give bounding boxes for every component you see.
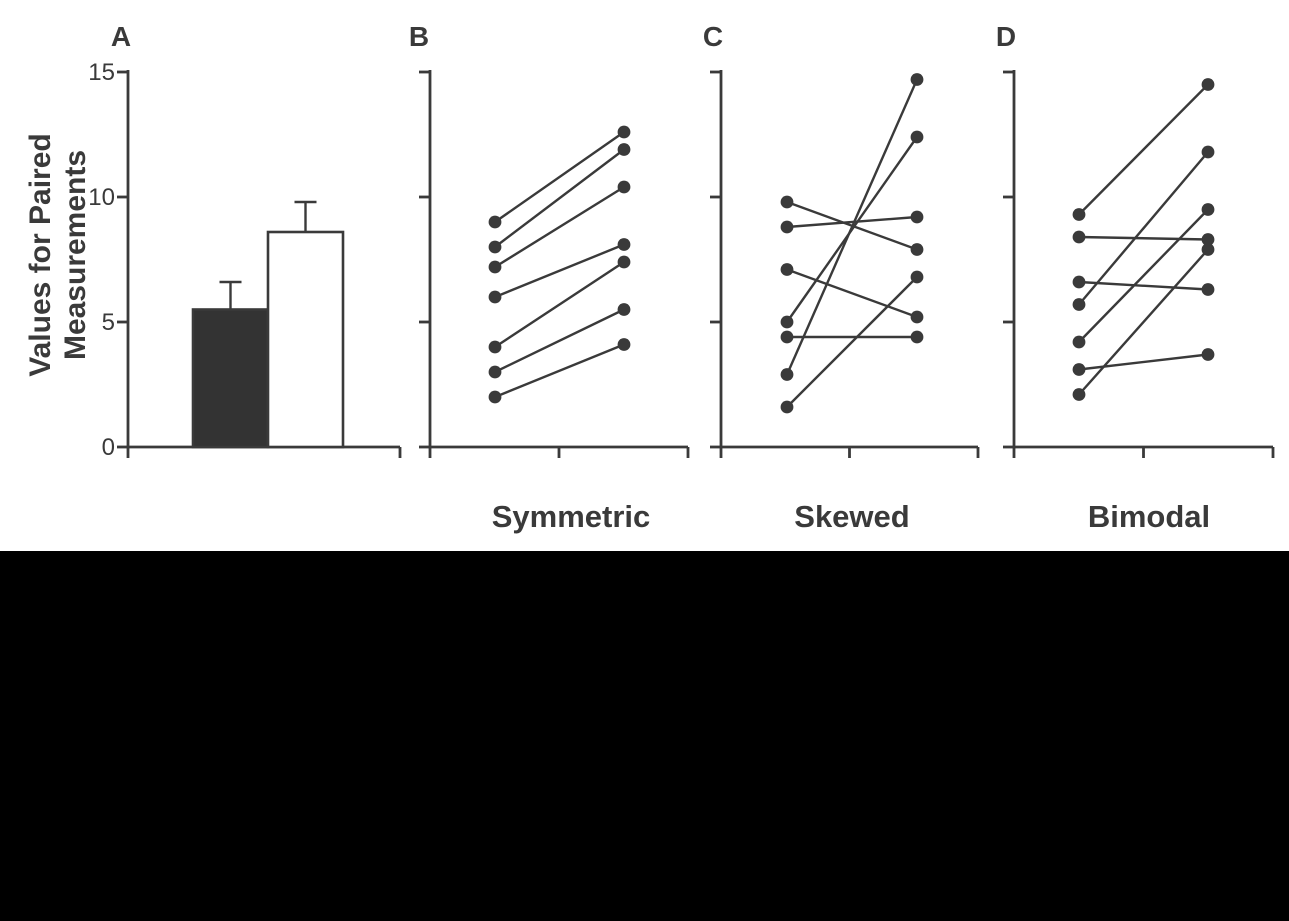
data-point-first — [780, 195, 794, 209]
y-tick-label: 15 — [88, 59, 115, 86]
data-point-first — [1072, 275, 1086, 289]
x-label-bimodal: Bimodal — [1087, 499, 1211, 534]
figure-canvas: 0 5 10 15 — [88, 59, 1275, 461]
pair-line — [786, 268, 918, 319]
pair-line — [1078, 353, 1209, 371]
panel-d-letter: D — [995, 21, 1017, 52]
data-point-second — [1201, 243, 1215, 256]
data-point-first — [488, 365, 502, 379]
data-point-first — [1072, 208, 1086, 221]
panel-c — [710, 70, 980, 458]
data-point-first — [1072, 363, 1086, 376]
pair-line — [494, 343, 625, 399]
data-point-second — [1201, 203, 1215, 216]
pair-line — [494, 260, 625, 349]
data-point-second — [617, 143, 631, 156]
pair-line — [786, 215, 918, 229]
data-point-first — [488, 390, 502, 404]
data-point-first — [1072, 298, 1086, 311]
data-point-second — [617, 255, 631, 269]
data-point-second — [617, 338, 631, 351]
bar-open-bar — [266, 230, 345, 449]
data-point-second — [910, 210, 924, 224]
pair-line — [1078, 208, 1209, 343]
data-point-second — [1201, 233, 1215, 246]
bottom-black-band — [0, 551, 1289, 921]
pair-line — [1078, 235, 1209, 241]
bar-filled-bar — [191, 308, 270, 449]
data-point-second — [617, 303, 631, 316]
data-point-second — [1201, 78, 1215, 91]
pair-line — [1078, 280, 1209, 291]
data-point-second — [910, 270, 924, 284]
x-label-symmetric: Symmetric — [491, 499, 651, 534]
panel-b — [419, 70, 690, 458]
data-point-first — [1072, 230, 1086, 244]
data-point-second — [1201, 283, 1215, 296]
plot-area: 0 5 10 15 Values for Paired Measurements A … — [18, 21, 1275, 534]
data-point-first — [780, 368, 794, 381]
pair-line — [494, 185, 625, 269]
data-point-first — [1072, 388, 1086, 401]
y-axis-title: Values for Paired Measurements — [18, 75, 98, 435]
panel-c-letter: C — [702, 21, 724, 52]
data-point-second — [1201, 348, 1215, 361]
data-point-first — [488, 215, 502, 229]
pair-line — [786, 276, 918, 408]
data-point-second — [617, 238, 631, 251]
data-point-second — [910, 73, 924, 86]
pair-line — [785, 79, 919, 375]
data-point-first — [780, 315, 794, 329]
data-point-first — [488, 290, 502, 304]
data-point-second — [910, 330, 924, 344]
data-point-first — [488, 340, 502, 354]
data-point-first — [780, 220, 794, 234]
data-point-second — [910, 310, 924, 324]
data-point-first — [780, 400, 794, 414]
y-axis-title-line2: Measurements — [59, 149, 92, 361]
y-tick-label: 10 — [88, 184, 115, 211]
pair-line — [494, 131, 625, 223]
data-point-second — [910, 243, 924, 256]
pair-line — [1078, 83, 1209, 216]
x-label-skewed: Skewed — [794, 499, 910, 534]
pair-line — [1078, 151, 1209, 306]
data-point-second — [910, 130, 924, 144]
data-point-first — [1072, 335, 1086, 349]
y-tick-label: 5 — [102, 309, 115, 336]
panel-a-letter: A — [110, 21, 132, 52]
panel-d — [1003, 70, 1275, 458]
data-point-first — [780, 330, 794, 344]
pair-line — [494, 243, 625, 299]
panel-a: 0 5 10 15 — [88, 59, 402, 461]
y-tick-label: 0 — [102, 434, 115, 461]
data-point-first — [488, 240, 502, 254]
data-point-second — [617, 180, 631, 194]
data-point-second — [617, 125, 631, 139]
data-point-first — [780, 263, 794, 276]
data-point-second — [1201, 145, 1215, 159]
pair-line — [494, 308, 625, 374]
pair-line — [1078, 248, 1209, 396]
pair-line — [494, 148, 625, 248]
data-point-first — [488, 260, 502, 274]
panel-b-letter: B — [408, 21, 430, 52]
y-axis-title-line1: Values for Paired — [24, 133, 57, 377]
